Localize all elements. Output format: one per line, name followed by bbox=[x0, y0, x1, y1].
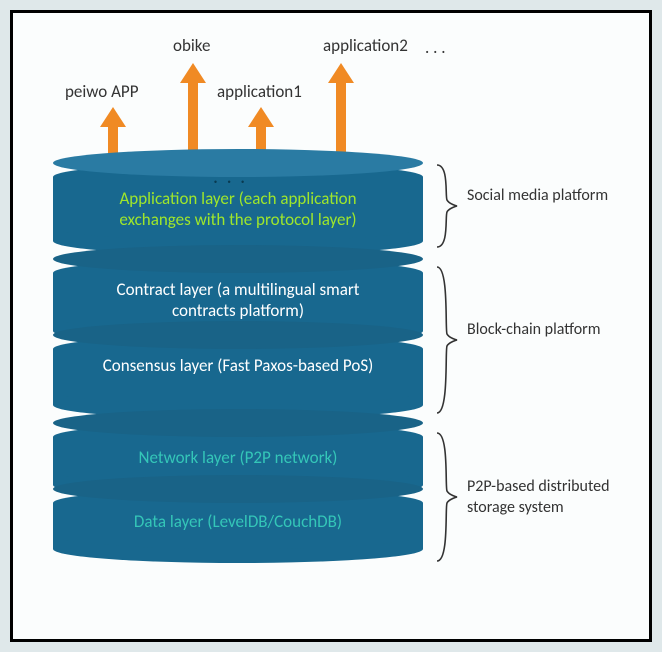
app-label-1: obike bbox=[173, 35, 210, 56]
brace-icon bbox=[433, 163, 459, 249]
group-1: Block-chain platform bbox=[463, 265, 648, 415]
layer-data: Data layer (LevelDB/CouchDB) bbox=[53, 489, 423, 549]
group-label-2: P2P-based distributed storage system bbox=[467, 477, 647, 519]
layer-consensus: Consensus layer (Fast Paxos-based PoS) bbox=[53, 335, 423, 405]
layer-consensus-label: Consensus layer (Fast Paxos-based PoS) bbox=[83, 355, 393, 376]
app-label-3: application2 bbox=[323, 35, 408, 56]
layer-network-lid bbox=[53, 409, 423, 437]
app-label-0: peiwo APP bbox=[65, 81, 139, 102]
layer-app-label: Application layer (each application exch… bbox=[83, 188, 393, 231]
group-label-1: Block-chain platform bbox=[467, 320, 647, 341]
frame: peiwo APP obike application1 application2 . … bbox=[10, 10, 652, 642]
layer-data-label: Data layer (LevelDB/CouchDB) bbox=[83, 511, 393, 532]
layer-stack: Application layer (each application exch… bbox=[53, 163, 423, 549]
app-label-2: application1 bbox=[217, 81, 302, 102]
apps-tail-dots: . . . bbox=[425, 37, 446, 58]
layer-consensus-lid bbox=[53, 321, 423, 349]
brace-icon bbox=[433, 431, 459, 563]
layer-contract-label: Contract layer (a multilingual smart con… bbox=[83, 279, 393, 322]
group-0: Social media platform bbox=[463, 163, 648, 249]
layer-data-lid bbox=[53, 475, 423, 503]
layer-contract-lid bbox=[53, 245, 423, 273]
brace-icon bbox=[433, 265, 459, 415]
group-2: P2P-based distributed storage system bbox=[463, 431, 648, 563]
layer-network-label: Network layer (P2P network) bbox=[83, 447, 393, 468]
top-ellipsis: . . . bbox=[213, 165, 247, 189]
group-label-0: Social media platform bbox=[467, 186, 647, 207]
